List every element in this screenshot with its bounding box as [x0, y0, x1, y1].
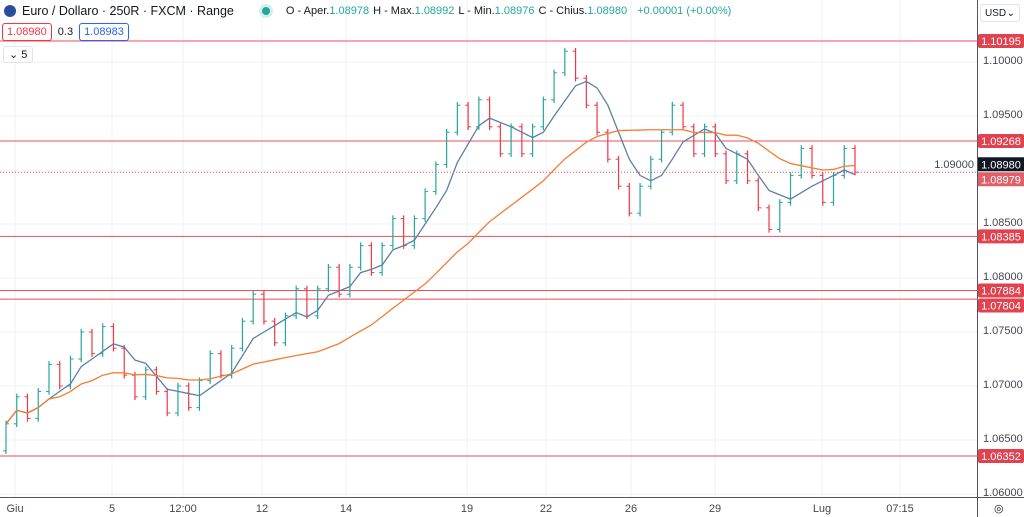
x-tick-label: Giu [6, 503, 23, 515]
last-price-label: 1.08980 [981, 159, 1021, 171]
price-level-badge [978, 33, 1024, 48]
ohlc-values: O - Aper.1.08978 H - Max.1.08992 L - Min.1… [286, 5, 631, 17]
chart-legend: Euro / Dollaro · 250R · FXCM · Range O -… [4, 4, 735, 18]
price-level-badge [978, 448, 1024, 463]
x-tick-label: 12 [256, 503, 268, 515]
price-level-label: 1.10195 [981, 36, 1021, 48]
x-tick-label: 5 [109, 503, 115, 515]
ma-slow-line [5, 129, 856, 425]
currency-select[interactable]: USD ⌄ [980, 4, 1020, 22]
x-tick-label: 26 [625, 503, 637, 515]
price-level-badge [978, 283, 1024, 298]
ohlc-value: 1.08980 [587, 5, 628, 17]
ohlc-value: 1.08978 [329, 5, 370, 17]
price-level-badge [978, 134, 1024, 149]
price-level-label: 1.07884 [981, 286, 1021, 298]
settings-icon[interactable]: ◎ [994, 503, 1004, 515]
y-tick-label: 1.08000 [983, 271, 1023, 283]
ohlc-label: H - Max. [373, 5, 415, 17]
ohlc-label: C - Chius. [538, 5, 588, 17]
x-tick-label: 12:00 [169, 503, 197, 515]
indicators-toggle-button[interactable]: ⌄ 5 [3, 46, 34, 63]
x-tick-label: 19 [461, 503, 473, 515]
x-tick-label: 14 [340, 503, 352, 515]
y-tick-label: 1.09500 [983, 109, 1023, 121]
ohlc-label: L - Min. [458, 5, 495, 17]
x-tick-label: 07:15 [886, 503, 914, 515]
market-status-icon[interactable] [261, 7, 270, 15]
y-tick-label: 1.09000 [934, 159, 974, 171]
buy-button[interactable]: 1.08983 [79, 23, 129, 41]
price-level-label: 1.06352 [981, 451, 1021, 463]
ref-price-badge [978, 172, 1024, 187]
ref-price-label: 1.08979 [981, 174, 1021, 186]
ohlc-value: 1.08992 [414, 5, 455, 17]
ma-fast-line [5, 80, 856, 425]
y-tick-label: 1.07500 [983, 325, 1023, 337]
ohlc-label: O - Aper. [285, 5, 330, 17]
symbol-title[interactable]: Euro / Dollaro · 250R · FXCM · Range [22, 4, 234, 18]
y-tick-label: 1.10000 [983, 55, 1023, 67]
change-value: +0.00001 (+0.00%) [637, 5, 732, 17]
spread-value: 0.3 [57, 26, 74, 38]
x-tick-label: Lug [813, 503, 831, 515]
price-level-label: 1.08385 [981, 231, 1021, 243]
last-price-badge [978, 157, 1024, 172]
trade-buttons: 1.08980 0.3 1.08983 [2, 23, 129, 41]
price-level-label: 1.09268 [981, 136, 1021, 148]
indicator-count: 5 [21, 49, 28, 61]
y-tick-label: 1.08500 [983, 217, 1023, 229]
x-tick-label: 22 [540, 503, 552, 515]
chevron-down-icon: ⌄ [1006, 8, 1015, 19]
y-tick-label: 1.07000 [983, 379, 1023, 391]
chevron-down-icon: ⌄ [9, 49, 22, 61]
y-tick-label: 1.06500 [983, 433, 1023, 445]
price-level-badge [978, 229, 1024, 244]
x-tick-label: 29 [709, 503, 721, 515]
ohlc-value: 1.08976 [494, 5, 535, 17]
sell-button[interactable]: 1.08980 [2, 23, 52, 41]
price-level-label: 1.07804 [981, 301, 1021, 313]
y-tick-label: 1.06000 [983, 487, 1023, 499]
eur-usd-flag-icon [4, 5, 16, 17]
price-level-badge [978, 298, 1024, 313]
currency-label: USD [985, 8, 1007, 19]
